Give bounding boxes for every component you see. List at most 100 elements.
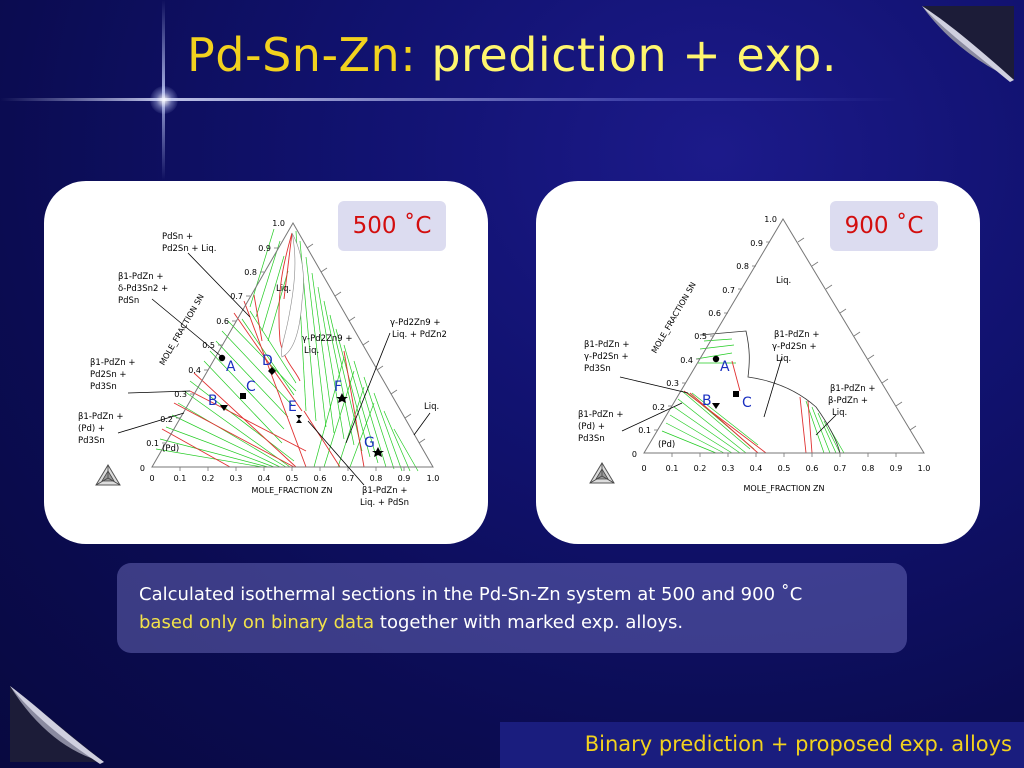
caption-box: Calculated isothermal sections in the Pd… [117,563,907,653]
x-tick: 0.5 [778,464,791,473]
region-label: Liq. [424,402,439,412]
region-label: β1-PdZn + [118,272,163,282]
region-label: PdSn [118,296,139,306]
region-label: Liq. + PdZn2 [392,330,447,340]
axis-ticks [162,243,426,471]
y-tick: 0 [140,464,145,473]
x-tick: 0.7 [342,474,355,483]
region-label: Liq. [776,354,791,364]
alloy-label: D [262,353,273,369]
x-tick: 0.6 [806,464,819,473]
alloy-label: C [246,379,256,395]
region-label: Liq. + PdSn [360,498,409,508]
alloy-marker-g [372,447,384,457]
y-tick: 0.2 [652,403,665,412]
title-subject: prediction + exp. [431,28,837,82]
alloy-marker-f [336,393,348,403]
y-tick: 0.1 [146,439,159,448]
region-label: Pd3Sn [578,434,605,444]
alloy-label: A [226,359,236,375]
alloy-marker-a [712,355,720,363]
y-tick: 0.6 [708,309,721,318]
region-label: Liq. [276,284,291,294]
caption-highlight: based only on binary data [139,612,375,633]
temperature-badge-900c: 900 ˚C [830,201,938,251]
alloy-marker-b [220,405,228,411]
alloy-label: B [702,393,712,409]
x-tick: 0.9 [398,474,411,483]
y-tick: 0 [632,450,637,459]
region-label: β1-PdZn + [78,412,123,422]
x-tick: 0.7 [834,464,847,473]
region-label: γ-Pd2Zn9 + [302,334,352,344]
region-label: Liq. [776,276,791,286]
x-tick: 0.8 [370,474,383,483]
y-tick: 0.3 [666,379,679,388]
x-tick: 0.1 [174,474,187,483]
y-axis-label: MOLE_FRACTION SN [650,281,698,355]
alloy-markers [712,355,739,409]
ternary-diagram-500c: 0 0.1 0.2 0.3 0.4 0.5 0.6 0.7 0.8 0.9 1.… [78,219,447,508]
green-tie-lines [155,228,419,472]
region-label: (Pd) [162,444,179,454]
region-label: β1-PdZn + [584,340,629,350]
y-tick: 0.8 [736,262,749,271]
region-label: Pd2Sn + [90,370,127,380]
liquidus-boundary [699,330,841,454]
y-tick: 1.0 [764,215,777,224]
phase-boundaries [683,360,813,454]
region-label: β1-PdZn + [362,486,407,496]
x-tick: 0 [149,474,154,483]
x-tick: 0.4 [258,474,271,483]
region-label: γ-Pd2Sn + [584,352,629,362]
ternary-diagram-900c: 0 0.1 0.2 0.3 0.4 0.5 0.6 0.7 0.8 0.9 1.… [578,215,931,493]
y-tick: 1.0 [272,219,285,228]
diagram-panel-500c: 0 0.1 0.2 0.3 0.4 0.5 0.6 0.7 0.8 0.9 1.… [44,181,488,544]
region-label: Liq. [832,408,847,418]
page-curl-top-right [922,6,1014,82]
y-tick: 0.9 [750,239,763,248]
region-label: β1-PdZn + [578,410,623,420]
lens-flare-horizontal [0,98,900,101]
y-tick: 0.4 [680,356,693,365]
y-tick: 0.3 [174,390,187,399]
y-tick: 0.7 [230,292,243,301]
region-label: γ-Pd2Sn + [772,342,817,352]
region-label: (Pd) + [78,424,105,434]
y-tick: 0.2 [160,415,173,424]
y-tick: 0.8 [244,268,257,277]
alloy-label: C [742,395,752,411]
alloy-label: F [334,379,342,395]
alloy-label: A [720,359,730,375]
region-label: Pd3Sn [90,382,117,392]
x-tick: 0.4 [750,464,763,473]
x-tick: 0.8 [862,464,875,473]
footer-bar: Binary prediction + proposed exp. alloys [500,722,1024,768]
x-tick: 1.0 [918,464,931,473]
liquid-region [281,232,304,358]
temperature-badge-500c: 500 ˚C [338,201,446,251]
thermocalc-logo [95,464,121,486]
x-tick: 0.1 [666,464,679,473]
x-axis-label: MOLE_FRACTION ZN [252,486,333,495]
alloy-marker-c [240,393,246,399]
caption-rest: together with marked exp. alloys. [379,612,684,633]
y-tick: 0.1 [638,426,651,435]
x-tick: 0.2 [694,464,707,473]
y-tick: 0.6 [216,317,229,326]
title-system: Pd-Sn-Zn: [187,28,417,82]
region-label: Pd3Sn [584,364,611,374]
leader-lines [619,356,837,436]
alloy-marker-b [712,403,720,409]
caption-line-2: based only on binary data together with … [139,609,885,637]
y-tick: 0.7 [722,286,735,295]
x-tick: 0.2 [202,474,215,483]
page-curl-bottom-left [10,686,104,764]
x-tick: 0.9 [890,464,903,473]
phase-boundaries [161,232,365,468]
x-tick: 0.6 [314,474,327,483]
region-label: (Pd) + [578,422,605,432]
lens-flare-glow [150,86,178,114]
alloy-label: G [364,435,375,451]
thermocalc-logo [589,462,615,484]
